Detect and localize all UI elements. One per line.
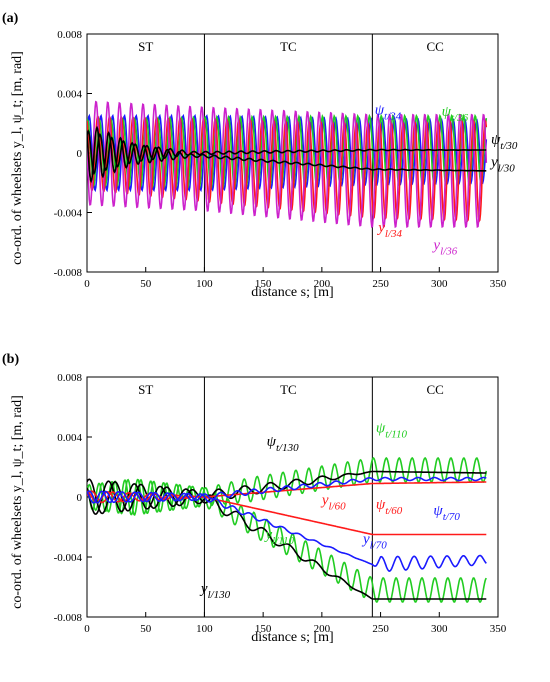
y-tick-label: -0.004 <box>54 552 83 564</box>
y-tick-label: 0 <box>77 492 83 504</box>
y-tick-label: 0.004 <box>57 89 82 101</box>
y-tick-label: 0.004 <box>57 432 82 444</box>
series-annotation: yl/30 <box>489 154 515 174</box>
x-tick-label: 200 <box>314 623 331 635</box>
x-tick-label: 250 <box>372 623 389 635</box>
panel-b: ST TC CC0 50 100 150 200 250 300 3500.0080.0040-0… <box>2 352 507 645</box>
y-tick-label: 0.008 <box>57 29 82 41</box>
y-tick-label: -0.008 <box>54 612 83 624</box>
y-tick-label: -0.008 <box>54 267 83 279</box>
x-axis-label: distance s; [m] <box>251 630 333 645</box>
series-group <box>87 456 488 603</box>
series-line-ψt/130 <box>87 470 487 515</box>
x-tick-label: 200 <box>314 278 331 290</box>
series-annotation: ψt/110 <box>376 421 408 441</box>
panel-label: (b) <box>2 352 19 367</box>
series-line-yl/36 <box>87 100 488 229</box>
series-annotation: yl/36 <box>431 238 457 258</box>
panel-a: ST TC CC0 50 100 150 200 250 300 3500.0080.0040-0… <box>2 11 518 300</box>
series-annotation: yl/70 <box>361 532 387 552</box>
section-label: CC <box>427 39 444 54</box>
section-label: TC <box>280 39 297 54</box>
series-annotation: yl/60 <box>320 493 346 513</box>
x-tick-label: 350 <box>490 278 507 290</box>
series-annotation: ψt/36 <box>442 104 469 124</box>
series-group <box>87 100 488 229</box>
x-axis-label: distance s; [m] <box>251 285 333 300</box>
series-annotation: ψt/130 <box>267 434 299 454</box>
x-tick-label: 300 <box>431 278 448 290</box>
y-tick-label: -0.004 <box>54 208 83 220</box>
section-label: TC <box>280 382 297 397</box>
y-tick-label: 0 <box>77 148 83 160</box>
x-tick-label: 150 <box>255 278 272 290</box>
y-axis-label: co-ord. of wheelsets y_l, ψ_t; [m, rad] <box>10 395 25 609</box>
x-tick-label: 0 <box>84 623 90 635</box>
x-tick-label: 0 <box>84 278 90 290</box>
x-tick-label: 250 <box>372 278 389 290</box>
series-annotation: ψt/60 <box>376 497 403 517</box>
series-annotation: yl/110 <box>263 527 294 547</box>
series-line-ψt/36 <box>87 113 488 191</box>
x-tick-label: 300 <box>431 623 448 635</box>
series-line-yl/70 <box>87 490 487 572</box>
section-label: ST <box>138 39 153 54</box>
y-tick-label: 0.008 <box>57 372 82 384</box>
x-tick-label: 50 <box>140 623 152 635</box>
x-tick-label: 100 <box>196 623 213 635</box>
section-label: ST <box>138 382 153 397</box>
section-label: CC <box>427 382 444 397</box>
x-tick-label: 50 <box>140 278 152 290</box>
series-annotation: ψt/70 <box>433 503 460 523</box>
series-line-yl/130 <box>87 480 487 600</box>
series-annotation: ψt/34 <box>375 102 402 122</box>
series-annotation: ψt/30 <box>491 132 518 152</box>
x-tick-label: 100 <box>196 278 213 290</box>
y-axis-label: co-ord. of wheelsets y_l, ψ_t; [m, rad] <box>10 51 25 265</box>
series-annotation: yl/130 <box>199 581 231 601</box>
x-tick-label: 150 <box>255 623 272 635</box>
series-annotation: yl/34 <box>376 220 402 240</box>
series-line-ψt/30 <box>87 129 487 175</box>
panel-label: (a) <box>2 11 19 26</box>
x-tick-label: 350 <box>490 623 507 635</box>
series-line-yl/30 <box>87 125 487 184</box>
